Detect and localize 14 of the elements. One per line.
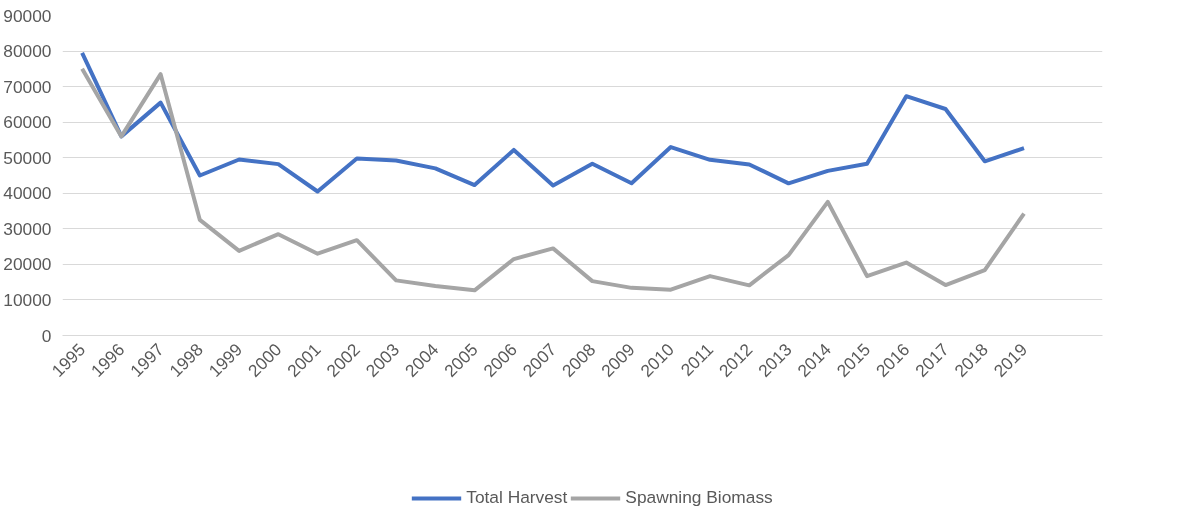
y-tick-label: 30000: [3, 218, 52, 239]
y-tick-label: 10000: [3, 289, 52, 310]
y-tick-label: 70000: [3, 76, 52, 97]
legend-label: Spawning Biomass: [625, 487, 773, 508]
line-series: [80, 50, 1027, 194]
y-tick-label: 80000: [3, 41, 52, 62]
y-tick-label: 50000: [3, 147, 52, 168]
y-tick-label: 90000: [3, 5, 52, 26]
line-series: [80, 66, 1027, 293]
y-tick-label: 0: [41, 325, 52, 346]
y-tick-label: 40000: [3, 183, 52, 204]
y-tick-label: 60000: [3, 112, 52, 133]
legend-label: Total Harvest: [466, 487, 568, 508]
y-tick-label: 20000: [3, 254, 52, 275]
